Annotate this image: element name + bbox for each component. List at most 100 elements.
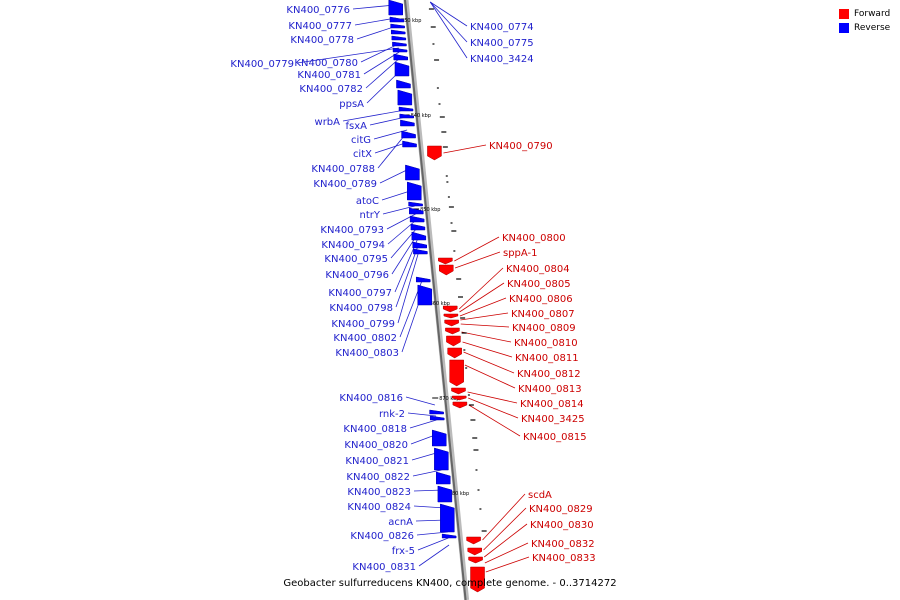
reverse-gene-block xyxy=(417,284,433,306)
gene-label: KN400_0813 xyxy=(518,384,582,395)
genome-axis: 850 kbp 840 kbp 850 kbp 860 kbp 870 kbp 880 k… xyxy=(394,0,487,600)
leader-line xyxy=(461,331,512,343)
gene-label: KN400_0815 xyxy=(523,432,587,443)
leader-line xyxy=(483,507,527,551)
leader-line xyxy=(412,469,442,477)
reverse-gene-block xyxy=(398,106,414,112)
leader-line xyxy=(369,116,406,126)
leader-line xyxy=(460,312,509,321)
gene-label: KN400_0794 xyxy=(321,240,385,251)
leader-line xyxy=(462,341,513,358)
gene-label: KN400_0803 xyxy=(335,348,399,359)
forward-gene-block xyxy=(451,395,467,401)
reverse-gene-block xyxy=(437,485,453,503)
leader-line xyxy=(443,144,487,154)
legend-swatch-forward xyxy=(839,9,849,19)
gene-label: KN400_0788 xyxy=(311,164,375,175)
leader-line xyxy=(352,4,395,10)
reverse-gene-block xyxy=(392,47,408,53)
reverse-gene-block xyxy=(409,215,425,223)
reverse-gene-block xyxy=(412,241,427,249)
gene-label: KN400_0778 xyxy=(290,35,354,46)
leader-line xyxy=(360,43,399,63)
forward-gene-block xyxy=(466,536,481,545)
leader-line xyxy=(459,297,507,317)
gene-label: citG xyxy=(351,135,371,146)
gene-label: ntrY xyxy=(360,210,381,221)
leader-line xyxy=(454,236,500,262)
leader-line xyxy=(429,1,468,43)
forward-gene-block xyxy=(449,359,464,387)
reverse-gene-block xyxy=(407,181,422,201)
gene-label: KN400_0796 xyxy=(325,270,389,281)
reverse-strand-features xyxy=(388,0,457,539)
reverse-gene-block xyxy=(413,248,428,255)
forward-gene-block xyxy=(470,566,485,593)
leader-line xyxy=(356,25,397,40)
tick-label: 880 kbp xyxy=(449,491,469,497)
gene-label: rnk-2 xyxy=(379,409,405,420)
leader-line xyxy=(418,544,450,567)
gene-label: fsxA xyxy=(346,121,368,132)
gene-label: KN400_0782 xyxy=(299,84,363,95)
gene-label: KN400_0779 xyxy=(230,59,294,70)
gene-label: scdA xyxy=(528,490,552,501)
reverse-gene-block xyxy=(396,79,411,89)
leader-line xyxy=(391,233,418,275)
gene-label: frx-5 xyxy=(392,546,415,557)
axis-line xyxy=(403,0,467,600)
reverse-gene-block xyxy=(436,471,451,485)
gene-labels: KN400_0776 KN400_0777 KN400_0778 KN400_0779… xyxy=(230,5,595,573)
tick-label: 870 kbp xyxy=(439,396,459,402)
forward-gene-block xyxy=(451,387,466,395)
gene-label: wrbA xyxy=(315,117,341,128)
gene-label: KN400_0809 xyxy=(512,323,576,334)
leader-line xyxy=(296,47,399,64)
tick-label: 850 kbp xyxy=(420,207,440,213)
reverse-gene-block xyxy=(405,164,420,181)
reverse-gene-block xyxy=(410,223,426,231)
gene-label: KN400_0806 xyxy=(509,294,573,305)
gene-label: KN400_0775 xyxy=(470,38,534,49)
leader-line xyxy=(484,542,529,564)
leader-line xyxy=(464,364,516,389)
leader-line xyxy=(468,404,521,437)
leader-line xyxy=(397,249,420,324)
gene-label: KN400_0805 xyxy=(507,279,571,290)
leader-line xyxy=(463,351,515,374)
gene-label: KN400_0814 xyxy=(520,399,584,410)
forward-gene-block xyxy=(446,335,461,347)
gene-label: KN400_0793 xyxy=(320,225,384,236)
gene-label: atoC xyxy=(356,196,379,207)
leader-line xyxy=(354,17,396,26)
forward-gene-block xyxy=(468,556,483,564)
gene-label: KN400_0820 xyxy=(344,440,408,451)
gene-label: KN400_0824 xyxy=(347,502,411,513)
reverse-gene-block xyxy=(431,429,447,447)
reverse-gene-block xyxy=(388,0,404,16)
reverse-gene-block xyxy=(390,23,405,29)
leader-line xyxy=(395,243,420,308)
gene-label: sppA-1 xyxy=(503,248,538,259)
gene-label: KN400_0821 xyxy=(345,456,409,467)
gene-label: KN400_0804 xyxy=(506,264,570,275)
gene-label: KN400_0774 xyxy=(470,22,534,33)
leader-line xyxy=(484,523,528,558)
reverse-gene-block xyxy=(402,140,417,148)
leader-line xyxy=(409,419,437,429)
reverse-gene-block xyxy=(429,409,444,415)
forward-gene-block xyxy=(438,257,453,265)
forward-gene-block xyxy=(452,401,468,409)
gene-label: KN400_0799 xyxy=(331,319,395,330)
reverse-gene-block xyxy=(389,16,405,23)
leader-line xyxy=(460,323,510,328)
legend-label-reverse: Reverse xyxy=(854,23,891,33)
forward-gene-block xyxy=(444,319,459,327)
forward-gene-block xyxy=(447,347,462,359)
leader-line xyxy=(482,493,526,541)
gene-label: KN400_0781 xyxy=(297,70,361,81)
reverse-gene-block xyxy=(393,53,409,61)
gene-label: KN400_0830 xyxy=(530,520,594,531)
reverse-gene-block xyxy=(441,533,457,539)
leader-line xyxy=(363,51,400,75)
